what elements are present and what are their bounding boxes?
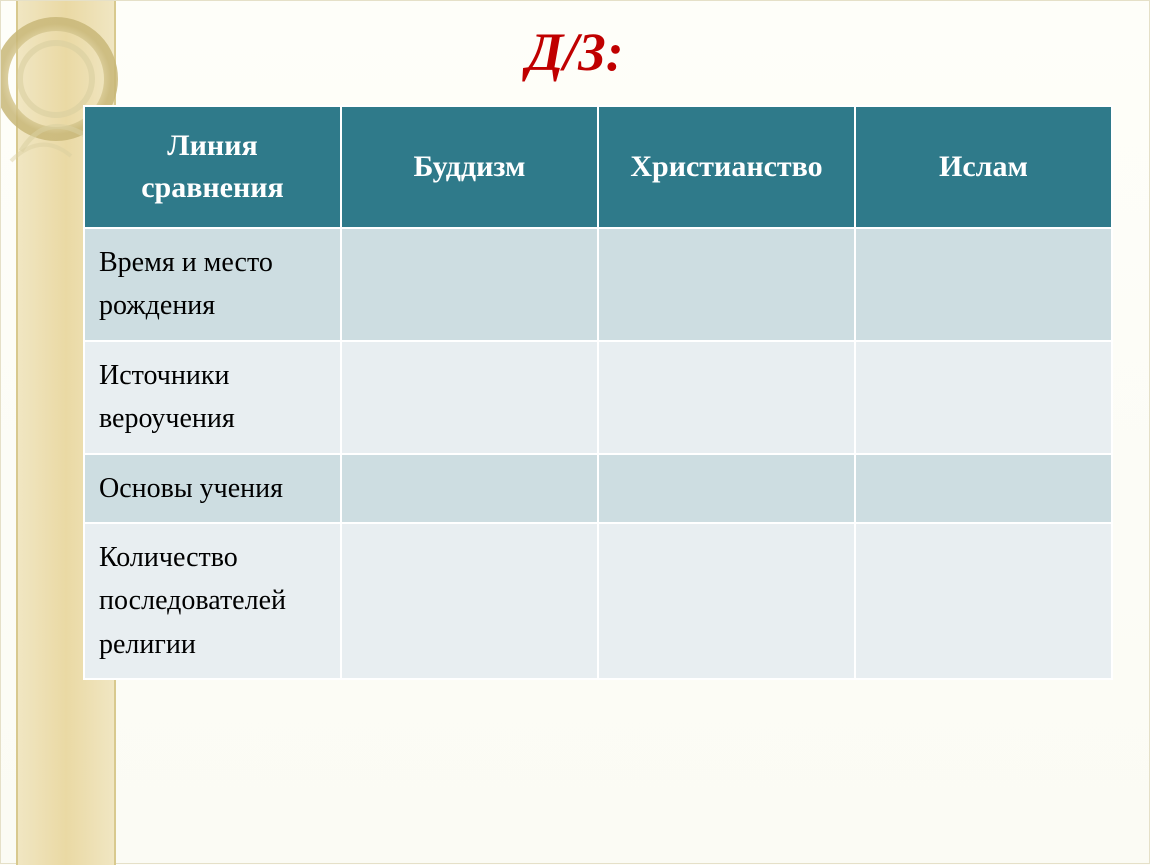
cell bbox=[855, 228, 1112, 341]
cell bbox=[855, 341, 1112, 454]
cell bbox=[598, 454, 855, 523]
cell bbox=[855, 523, 1112, 679]
slide: Д/З: Линия сравнения Буддизм Христианств… bbox=[0, 0, 1150, 864]
table-row: Время и место рождения bbox=[84, 228, 1112, 341]
cell bbox=[598, 228, 855, 341]
row-label: Количество последователей религии bbox=[84, 523, 341, 679]
cell bbox=[598, 341, 855, 454]
page-title: Д/З: bbox=[1, 21, 1149, 83]
col-header-buddhism: Буддизм bbox=[341, 106, 598, 228]
col-header-line: Линия сравнения bbox=[84, 106, 341, 228]
comparison-table-container: Линия сравнения Буддизм Христианство Исл… bbox=[83, 105, 1113, 680]
table-row: Количество последователей религии bbox=[84, 523, 1112, 679]
row-label: Источники вероучения bbox=[84, 341, 341, 454]
cell bbox=[855, 454, 1112, 523]
comparison-table: Линия сравнения Буддизм Христианство Исл… bbox=[83, 105, 1113, 680]
table-header-row: Линия сравнения Буддизм Христианство Исл… bbox=[84, 106, 1112, 228]
table-row: Источники вероучения bbox=[84, 341, 1112, 454]
cell bbox=[341, 228, 598, 341]
col-header-islam: Ислам bbox=[855, 106, 1112, 228]
cell bbox=[341, 454, 598, 523]
cell bbox=[341, 523, 598, 679]
row-label: Время и место рождения bbox=[84, 228, 341, 341]
col-header-christianity: Христианство bbox=[598, 106, 855, 228]
cell bbox=[598, 523, 855, 679]
cell bbox=[341, 341, 598, 454]
table-row: Основы учения bbox=[84, 454, 1112, 523]
row-label: Основы учения bbox=[84, 454, 341, 523]
